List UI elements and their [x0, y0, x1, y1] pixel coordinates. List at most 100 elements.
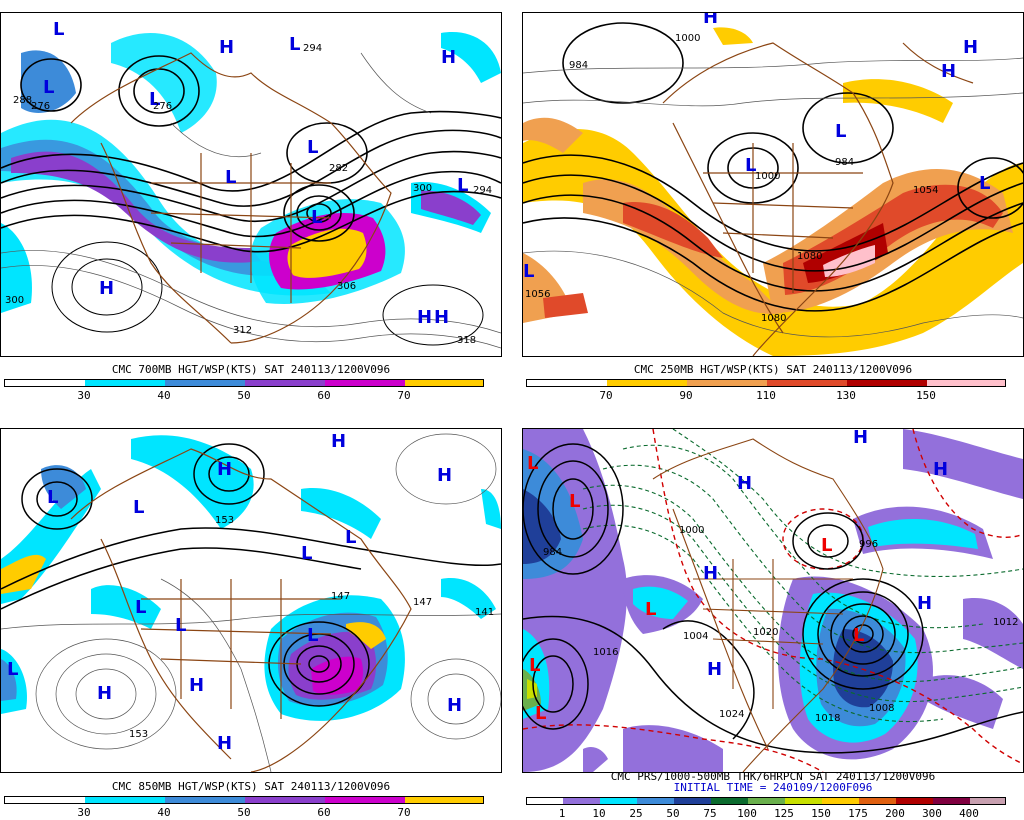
legend-tick: 60 [317, 806, 331, 819]
low-center: L [307, 137, 318, 158]
contour-label: 300 [5, 295, 24, 306]
legend-tick: 150 [916, 389, 936, 402]
legend-tick: 70 [599, 389, 613, 402]
map-850mb: H H H L L L L L L L L H H H H 153 147 14… [0, 428, 502, 773]
contour-label: 1054 [913, 185, 938, 196]
contour-label: 300 [413, 183, 432, 194]
legend-swatch [847, 380, 927, 386]
contour-label: 147 [413, 597, 432, 608]
legend-swatch [85, 380, 165, 386]
low-center: L [301, 543, 312, 564]
legend-swatch [5, 797, 85, 803]
low-center: L [53, 19, 64, 40]
low-center: L [43, 77, 54, 98]
legend-swatch [325, 797, 405, 803]
high-center: H [963, 37, 978, 58]
map-prs-svg: H H H H H H L L L L L L L 1024 1018 1008… [523, 429, 1023, 772]
high-center: H [99, 278, 114, 299]
high-center: H [97, 683, 112, 704]
legend-tick: 70 [397, 389, 411, 402]
legend-ticks: 70 90 110 130 150 [526, 389, 1004, 402]
legend-swatch [767, 380, 847, 386]
high-center: H [737, 473, 752, 494]
high-center: H [703, 13, 718, 28]
legend-tick: 90 [679, 389, 693, 402]
low-center: L [289, 34, 300, 55]
legend-swatch [245, 797, 325, 803]
high-center: H [217, 459, 232, 480]
contour-label: 984 [543, 547, 562, 558]
contour-labels: 1000 984 984 1000 1054 1056 1080 1080 [525, 33, 938, 324]
low-center: L [853, 625, 864, 646]
low-center: L [523, 261, 534, 282]
contour-label: 1016 [593, 647, 618, 658]
thin-contours [523, 57, 1023, 338]
high-center: H [441, 47, 456, 68]
legend-swatch [970, 798, 1005, 804]
legend-tick: 1 [558, 807, 566, 820]
legend-tick: 400 [959, 807, 979, 820]
contour-label: 1000 [755, 171, 780, 182]
legend-tick: 50 [666, 807, 680, 820]
legend-tick: 75 [703, 807, 717, 820]
panel-700mb: L L L H L H L L L L H H H 294 276 282 27… [0, 12, 502, 402]
contour-label: 1024 [719, 709, 744, 720]
high-center: H [707, 659, 722, 680]
low-center: L [457, 175, 468, 196]
contour-label: 1056 [525, 289, 550, 300]
color-legend [526, 797, 1006, 805]
legend-swatch [933, 798, 970, 804]
legend-swatch [245, 380, 325, 386]
legend-tick: 125 [774, 807, 794, 820]
contour-label: 1080 [797, 251, 822, 262]
low-center: L [175, 615, 186, 636]
low-center: L [311, 207, 322, 228]
panel-caption: CMC 250MB HGT/WSP(KTS) SAT 240113/1200V0… [633, 363, 913, 376]
high-center: H [703, 563, 718, 584]
high-center: H [933, 459, 948, 480]
low-center: L [225, 167, 236, 188]
pressure-centers: H H H H H H L L L L L L L [527, 429, 948, 724]
map-prs-thk-pcn: H H H H H H L L L L L L L 1024 1018 1008… [522, 428, 1024, 773]
legend-tick: 50 [237, 389, 251, 402]
legend-tick: 110 [756, 389, 776, 402]
high-center: H [331, 431, 346, 452]
contour-label: 1000 [675, 33, 700, 44]
high-center: H [437, 465, 452, 486]
legend-ticks: 30 40 50 60 70 [4, 389, 482, 402]
high-center: H [217, 733, 232, 754]
legend-swatch [711, 798, 748, 804]
pressure-isobars [523, 443, 1023, 754]
legend-swatch [527, 380, 607, 386]
legend-ticks: 1 10 25 50 75 100 125 150 175 200 300 40… [526, 807, 1004, 820]
contour-label: 1008 [869, 703, 894, 714]
legend-swatch [5, 380, 85, 386]
height-contours [523, 22, 1023, 312]
low-center: L [345, 527, 356, 548]
legend-swatch [674, 798, 711, 804]
legend-tick: 175 [848, 807, 868, 820]
legend-tick: 300 [922, 807, 942, 820]
legend-swatch [859, 798, 896, 804]
legend-swatch [405, 797, 483, 803]
low-center: L [133, 497, 144, 518]
legend-tick: 40 [157, 389, 171, 402]
legend-swatch [896, 798, 933, 804]
legend-swatch [785, 798, 822, 804]
legend-swatch [822, 798, 859, 804]
contour-label: 288 [13, 95, 32, 106]
coastlines [70, 52, 392, 344]
contour-label: 282 [329, 163, 348, 174]
contour-labels: 1024 1018 1008 1016 1020 996 984 1000 10… [543, 525, 1018, 724]
high-center: H [417, 307, 432, 328]
coastlines [662, 42, 974, 356]
map-850mb-svg: H H H L L L L L L L L H H H H 153 147 14… [1, 431, 501, 772]
legend-tick: 70 [397, 806, 411, 819]
contour-label: 318 [457, 335, 476, 346]
high-center: H [189, 675, 204, 696]
legend-swatch [600, 798, 637, 804]
legend-swatch [637, 798, 674, 804]
high-center: H [917, 593, 932, 614]
legend-swatch [748, 798, 785, 804]
legend-swatch [527, 798, 563, 804]
